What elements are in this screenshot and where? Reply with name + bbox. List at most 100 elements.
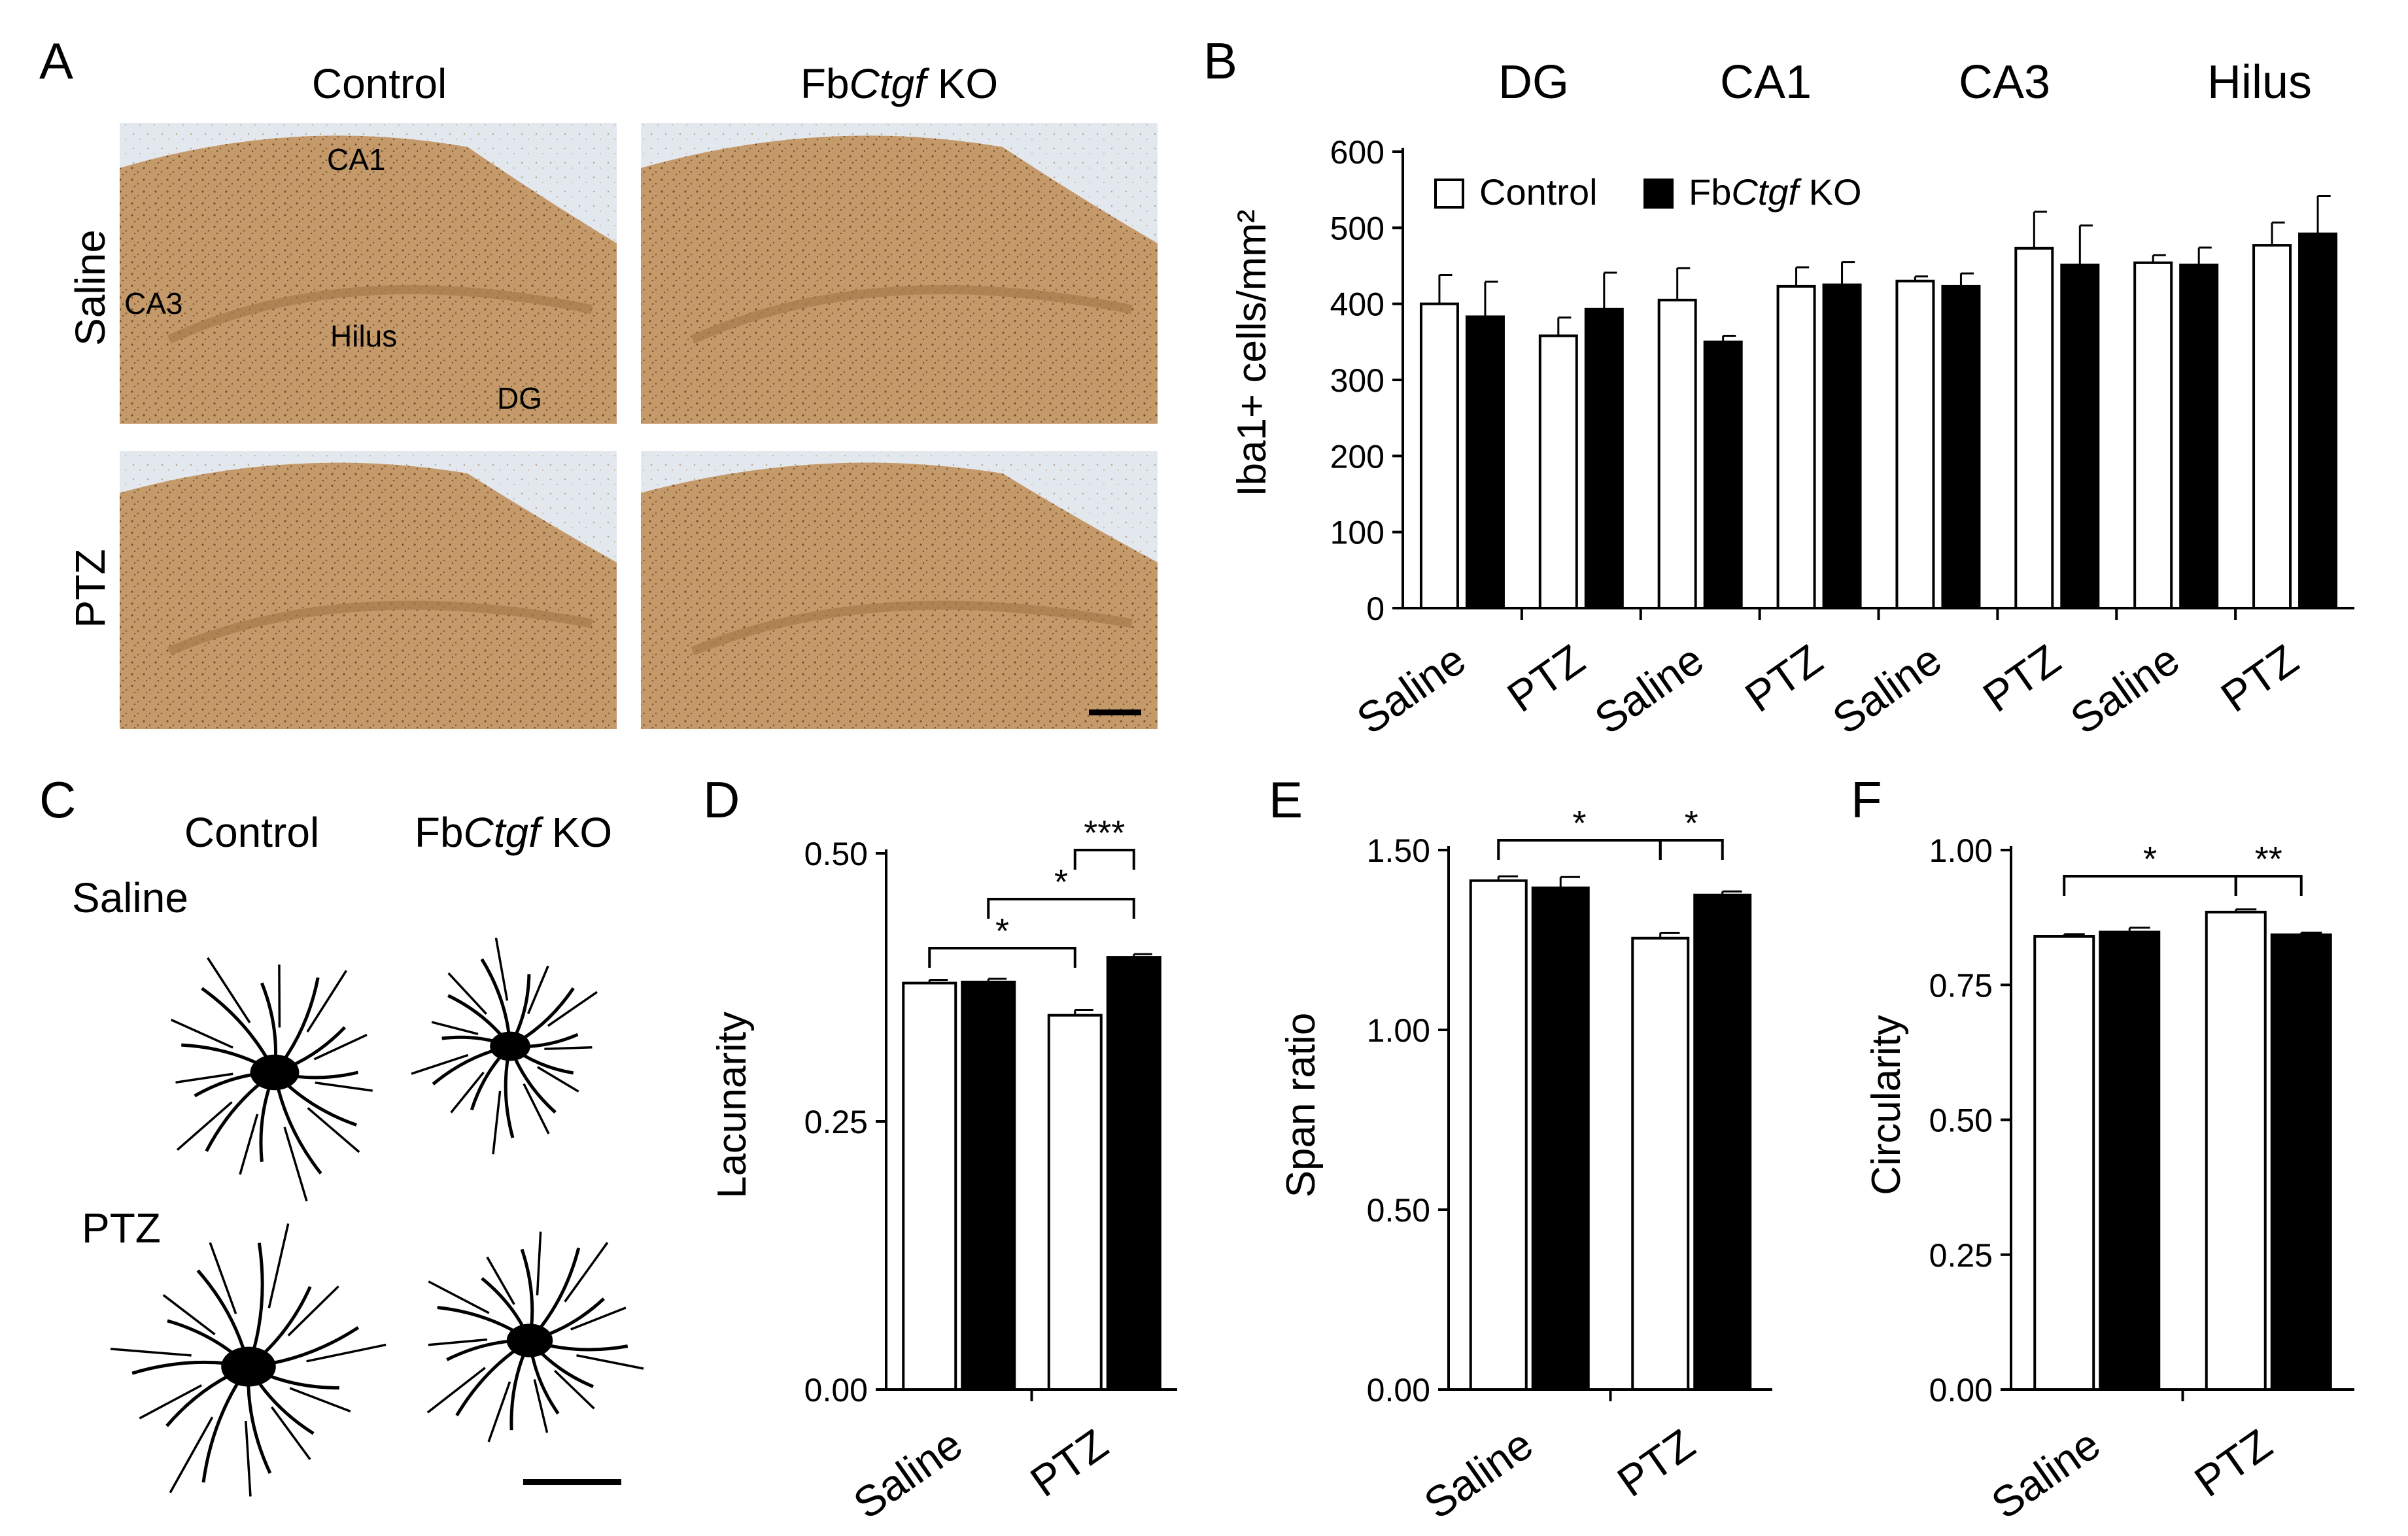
scale-bar-c [523,1479,621,1485]
significance-bracket [928,947,1076,968]
significance-bracket [2063,875,2237,896]
significance-label: * [995,912,1009,951]
panel-b-ylabel: Iba1+ cells/mm² [1230,209,1275,496]
panel-a-letter: A [39,32,73,90]
panel-a-col-control: Control [312,60,447,107]
microglia-ptz-control-process [247,1366,272,1475]
significance-label: ** [2255,840,2282,879]
y-tick-label: 0.50 [1929,1102,1993,1139]
x-category-label: Saline [1586,635,1712,743]
microglia-saline-control-branch [307,1107,360,1153]
microglia-saline-control-branch [313,1034,368,1061]
microglia-saline-control-branch [176,1101,233,1151]
panel-c-col-ko: FbCtgf KO [415,809,612,856]
x-category-label: Saline [1824,635,1950,743]
region-label-ca3: CA3 [124,286,182,320]
bar-fbctgf-ko [1465,315,1505,609]
significance-label: *** [1084,813,1125,853]
microglia-ptz-ko-branch [426,1367,486,1414]
bar-control [2205,910,2267,1391]
microglia-drawings [110,937,644,1497]
micrograph-ptz-ko-tissue [641,462,1158,729]
legend-swatch-control [1434,179,1464,209]
bar-fbctgf-ko [1703,340,1743,609]
panel-e-ylabel: Span ratio [1279,1013,1324,1198]
microglia-saline-control-process [181,1043,276,1074]
region-header-ca1: CA1 [1720,56,1812,109]
y-tick-label: 100 [1330,515,1385,551]
microglia-saline-control [170,957,373,1202]
bar-fbctgf-ko [2298,232,2338,609]
y-tick-label: 1.50 [1367,832,1430,869]
x-category-label: PTZ [2186,1420,2280,1506]
bar-control [2033,935,2095,1391]
microglia-ptz-ko-process [529,1297,605,1342]
panel-c: C Control FbCtgf KO Saline PTZ [39,771,644,1497]
microglia-saline-ko-branch [494,937,509,1001]
microglia-saline-ko [411,937,598,1155]
microglia-ptz-control-branch [271,1406,311,1460]
panel-a: A Control FbCtgf KO Saline PTZ CA1 CA3 H… [39,32,1158,729]
microglia-ptz-control-process [201,1365,250,1483]
microglia-ptz-control-process [165,1365,249,1427]
microglia-ptz-ko-process [437,1306,531,1342]
x-category-label: PTZ [1974,635,2069,721]
scale-bar-a [1089,709,1141,715]
bar-fbctgf-ko [2099,930,2161,1391]
microglia-ptz-control-process [247,1242,264,1367]
microglia-saline-control-branch [315,1082,373,1092]
x-category-label: Saline [845,1420,971,1528]
microglia-ptz-ko-branch [428,1338,488,1346]
microglia-saline-control-branch [239,1114,259,1175]
region-label-ca1: CA1 [327,143,385,177]
bar-control [1047,1014,1103,1391]
y-tick-label: 0.00 [804,1372,868,1408]
legend: Control FbCtgf KO [1434,171,1862,213]
microglia-ptz-ko-process [528,1340,560,1415]
microglia-ptz-control-process [131,1360,249,1375]
microglia-ptz-control-process [248,1326,360,1369]
y-tick-label: 0.75 [1929,967,1993,1004]
microglia-ptz-ko-process [528,1339,594,1388]
micrograph-ptz-ko-granule-layer [691,600,1133,656]
microglia-ptz-ko-branch [570,1306,627,1331]
microglia-ptz-control-branch [139,1384,203,1420]
y-tick-label: 500 [1330,210,1385,247]
microglia-ptz-ko [426,1231,644,1442]
microglia-saline-ko-branch [523,1083,550,1135]
bar-control [1469,879,1528,1391]
bar-control [902,981,957,1391]
microglia-ptz-ko-branch [564,1242,609,1303]
microglia-saline-control-process [260,982,278,1073]
microglia-ptz-ko-branch [554,1369,595,1410]
microglia-ptz-control-branch [162,1294,216,1336]
microglia-ptz-ko-branch [428,1280,490,1314]
microglia-ptz-control-branch [287,1285,339,1337]
microglia-saline-control-process [259,1072,277,1162]
y-tick-label: 0.00 [1929,1372,1993,1408]
panel-b-letter: B [1203,32,1237,90]
microglia-saline-control-process [201,987,277,1074]
microglia-ptz-ko-process [528,1247,581,1342]
microglia-saline-ko-process [509,1033,579,1049]
microglia-saline-control-branch [175,1072,233,1084]
microglia-ptz-control-process [247,1365,315,1435]
microglia-ptz-control [110,1223,387,1497]
microglia-saline-ko-branch [536,1066,579,1093]
microglia-ptz-control-branch [169,1416,214,1493]
microglia-saline-control-process [205,1070,276,1152]
y-tick-label: 0 [1366,590,1385,627]
x-category-label: PTZ [2212,635,2307,721]
microglia-saline-ko-branch [544,1046,593,1050]
micrograph-saline-control-tissue [120,135,617,424]
microglia-ptz-control-process [196,1269,250,1367]
microglia-saline-ko-branch [411,1053,469,1075]
bar-control [1538,334,1578,609]
microglia-saline-ko-process [441,1035,511,1048]
bar-control [1776,284,1816,609]
region-header-hilus: Hilus [2207,56,2312,109]
microglia-saline-control-process [273,1071,357,1127]
